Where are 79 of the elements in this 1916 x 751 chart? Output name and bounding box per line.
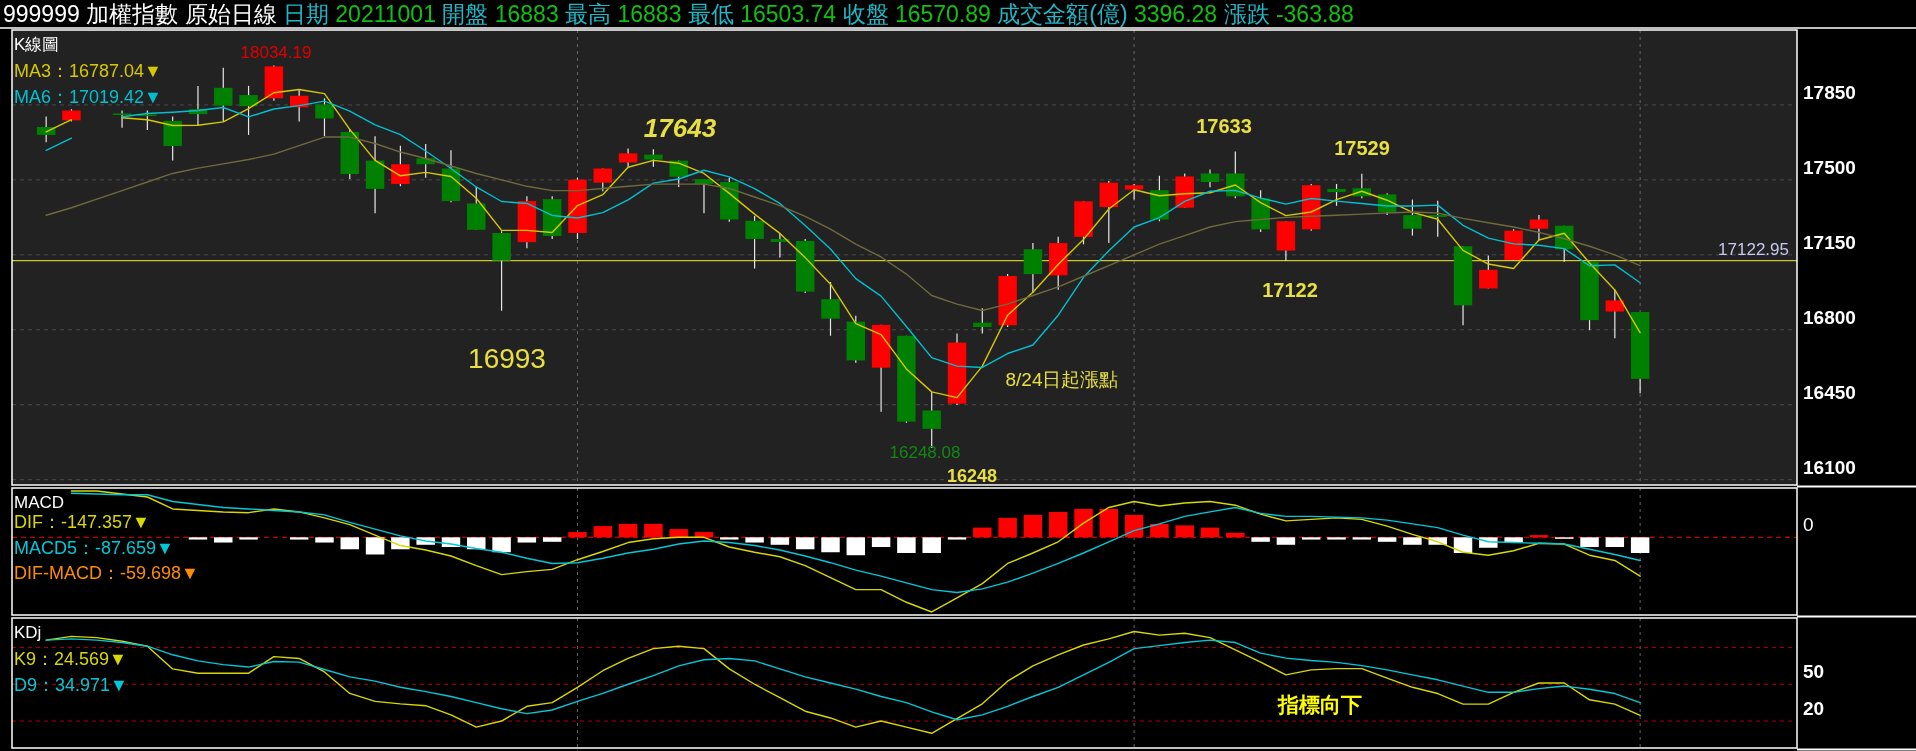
y-tick-label: 17150 bbox=[1803, 231, 1856, 253]
ref-line-label: 0 bbox=[1803, 514, 1814, 536]
bar bbox=[542, 537, 562, 542]
bar bbox=[1301, 537, 1321, 540]
annotation: 16993 bbox=[468, 343, 546, 374]
annotation: 16248.08 bbox=[889, 443, 961, 462]
bar bbox=[618, 523, 638, 538]
bar bbox=[922, 537, 941, 553]
series-label: K9：24.569▼ bbox=[14, 649, 127, 669]
bar bbox=[214, 537, 233, 543]
y-tick-label: 16800 bbox=[1803, 306, 1856, 328]
bar bbox=[1023, 514, 1043, 538]
bar bbox=[1453, 537, 1473, 553]
series-label: DIF-MACD：-59.698▼ bbox=[14, 563, 199, 583]
bar bbox=[846, 537, 866, 556]
annotation: 17643 bbox=[643, 113, 717, 143]
bar bbox=[1200, 527, 1220, 538]
text: MA3：16787.04▼ bbox=[14, 61, 162, 81]
annotation: 17122 bbox=[1262, 279, 1318, 301]
bar bbox=[795, 537, 815, 550]
bar bbox=[1605, 537, 1625, 548]
ref-line-label: 17122.95 bbox=[1718, 239, 1789, 259]
y-tick-label: 17500 bbox=[1803, 156, 1856, 178]
bar bbox=[1580, 537, 1599, 548]
annotation: 指標向下 bbox=[1277, 693, 1362, 716]
bar bbox=[340, 537, 360, 550]
bar bbox=[1403, 537, 1422, 545]
bar bbox=[239, 537, 258, 540]
bar bbox=[694, 532, 714, 538]
chart-title: KDj bbox=[14, 623, 42, 642]
bar bbox=[568, 532, 587, 538]
y-tick-label: 16450 bbox=[1803, 381, 1856, 403]
bar bbox=[745, 537, 764, 543]
annotation: 18034.19 bbox=[240, 43, 312, 62]
annotation: 8/24日起漲點 bbox=[1005, 369, 1119, 390]
series-label: MACD5：-87.659▼ bbox=[14, 537, 174, 558]
series-label: DIF：-147.357▼ bbox=[14, 512, 150, 532]
y-tick-label: 16100 bbox=[1803, 456, 1856, 478]
bar bbox=[770, 537, 790, 545]
bar bbox=[1074, 508, 1093, 538]
bar bbox=[947, 537, 967, 540]
bar bbox=[1099, 508, 1119, 538]
bar bbox=[492, 537, 511, 553]
y-tick-label: 17850 bbox=[1803, 81, 1856, 103]
series-label: D9：34.971▼ bbox=[14, 674, 128, 695]
bar bbox=[188, 537, 208, 540]
bar bbox=[720, 537, 739, 540]
bar bbox=[1352, 537, 1372, 540]
bar bbox=[1175, 525, 1194, 538]
annotation: 16248 bbox=[946, 466, 998, 486]
bar bbox=[973, 527, 992, 538]
bar bbox=[517, 537, 537, 543]
bar bbox=[593, 526, 613, 538]
series-label: MA6：17019.42▼ bbox=[14, 86, 162, 107]
bar bbox=[365, 537, 385, 555]
bar bbox=[871, 537, 891, 548]
y-tick-label: 50 bbox=[1803, 661, 1825, 683]
bar bbox=[289, 537, 309, 540]
bar bbox=[998, 517, 1017, 538]
annotation: 17529 bbox=[1334, 137, 1390, 159]
bar bbox=[821, 537, 840, 553]
bar bbox=[669, 529, 688, 538]
y-tick-label: 20 bbox=[1803, 698, 1825, 720]
bar bbox=[1150, 523, 1169, 538]
bar bbox=[1327, 537, 1346, 540]
bar bbox=[1377, 537, 1397, 542]
bar bbox=[1048, 511, 1068, 538]
bar bbox=[467, 537, 486, 550]
bar bbox=[315, 537, 334, 543]
bar bbox=[644, 523, 663, 538]
bar bbox=[1226, 532, 1245, 538]
bar bbox=[897, 537, 916, 553]
chart-subtitle: K線圖 bbox=[14, 35, 60, 54]
bar bbox=[1251, 537, 1270, 542]
chart-title: 999999 加權指數 原始日線 日期 20211001 開盤 16883 最高 16883 最低 16503.74 收盤 16570.89 成交金額(億) 3396.28 漲跌 -363.88 bbox=[3, 1, 1354, 27]
annotation: 17633 bbox=[1196, 115, 1252, 137]
bar bbox=[1276, 537, 1296, 545]
bar bbox=[1630, 537, 1650, 553]
chart-title: MACD bbox=[14, 493, 65, 512]
